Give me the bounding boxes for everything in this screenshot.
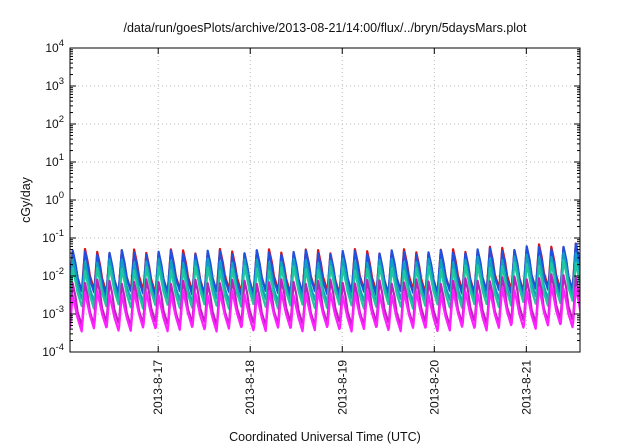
x-axis-label: Coordinated Universal Time (UTC) (229, 430, 421, 444)
y-tick-label-base: 10 (45, 193, 59, 207)
y-tick-label: 10-2 (42, 266, 64, 283)
y-tick-label: 100 (45, 190, 64, 207)
y-tick-label: 10-4 (42, 342, 64, 359)
y-tick-label-base: 10 (45, 155, 59, 169)
y-tick-label-base: 10 (45, 117, 59, 131)
y-tick-label: 10-3 (42, 304, 64, 321)
y-tick-label: 103 (45, 76, 64, 93)
y-tick-label-base: 10 (45, 79, 59, 93)
x-axis: 2013-8-17 2013-8-18 2013-8-19 2013-8-20 2013… (151, 48, 533, 415)
chart-title: /data/run/goesPlots/archive/2013-08-21/1… (123, 21, 527, 35)
y-tick-label-exponent: -3 (56, 304, 64, 315)
y-tick-label-exponent: -4 (56, 342, 64, 353)
y-tick-label: 10-1 (42, 228, 64, 245)
y-tick-label-base: 10 (42, 231, 56, 245)
y-tick-label-base: 10 (42, 345, 56, 359)
series-line (70, 259, 580, 310)
y-tick-label-base: 10 (42, 269, 56, 283)
y-tick-label-base: 10 (42, 307, 56, 321)
y-tick-label-exponent: 2 (59, 114, 64, 125)
y-tick-label: 101 (45, 152, 64, 169)
x-tick-label: 2013-8-19 (335, 360, 349, 415)
y-tick-label-exponent: 1 (59, 152, 64, 163)
y-tick-label-exponent: -1 (56, 228, 64, 239)
y-tick-label: 104 (45, 38, 64, 55)
y-tick-label-exponent: 0 (59, 190, 64, 201)
y-tick-label-exponent: 4 (59, 38, 64, 49)
y-tick-label-exponent: 3 (59, 76, 64, 87)
x-tick-label: 2013-8-17 (151, 360, 165, 415)
x-tick-label: 2013-8-20 (427, 360, 441, 415)
x-tick-label: 2013-8-21 (519, 360, 533, 415)
series-line (70, 284, 580, 333)
y-tick-label: 102 (45, 114, 64, 131)
x-tick-label: 2013-8-18 (243, 360, 257, 415)
series-group (70, 242, 580, 333)
y-axis-label: cGy/day (19, 176, 33, 223)
y-tick-label-exponent: -2 (56, 266, 64, 277)
y-tick-label-base: 10 (45, 41, 59, 55)
